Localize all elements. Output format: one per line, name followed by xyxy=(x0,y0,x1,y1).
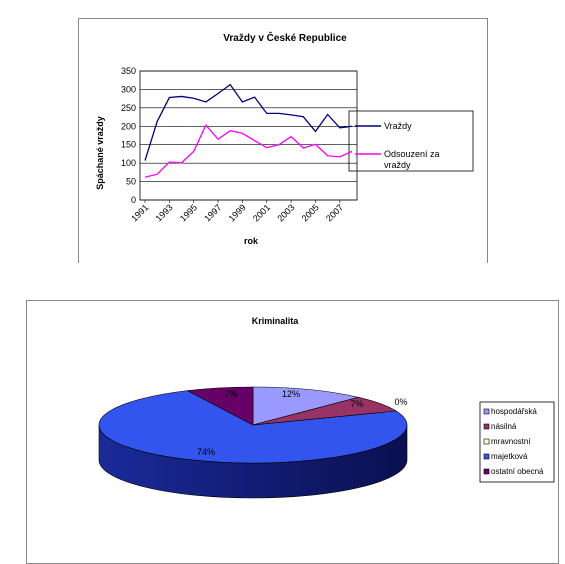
legend-box xyxy=(479,401,555,483)
x-tick-label: 2001 xyxy=(251,202,272,223)
x-tick-label: 2003 xyxy=(275,202,296,223)
x-tick-label: 2005 xyxy=(300,202,321,223)
legend-entry: hospodářská xyxy=(491,407,537,416)
line-chart-panel: Vraždy v České Republice Spáchané vraždy… xyxy=(78,18,488,263)
y-tick-label: 250 xyxy=(121,103,136,113)
chart-title: Vraždy v České Republice xyxy=(223,31,347,44)
line-chart: Vraždy v České Republice Spáchané vraždy… xyxy=(95,31,474,246)
pie-slice-1 xyxy=(252,386,359,426)
x-tick-label: 1999 xyxy=(227,202,248,223)
x-tick-label: 1991 xyxy=(129,202,150,223)
y-tick-label: 300 xyxy=(121,84,136,94)
y-tick-label: 350 xyxy=(121,66,136,76)
legend-box xyxy=(348,110,474,172)
pie-data-label: 7% xyxy=(350,399,363,409)
x-tick-label: 2007 xyxy=(324,202,345,223)
legend-swatch xyxy=(483,453,490,460)
legend-swatch xyxy=(483,423,490,430)
legend-entry: Vraždy xyxy=(384,121,412,131)
y-tick-label: 0 xyxy=(131,195,136,205)
y-tick-label: 100 xyxy=(121,158,136,168)
pie-data-label: 7% xyxy=(224,389,237,399)
pie-slice-5 xyxy=(186,386,254,426)
pie-data-label: 0% xyxy=(394,397,407,407)
legend-swatch xyxy=(483,468,490,475)
pie-slice-4 xyxy=(98,390,408,464)
series-line-1 xyxy=(144,83,353,161)
legend-entry: mravnostní xyxy=(491,437,531,446)
chart-title: Kriminalita xyxy=(252,316,300,326)
series-line-2 xyxy=(144,123,353,178)
plot-area xyxy=(139,70,358,201)
y-tick-label: 200 xyxy=(121,121,136,131)
legend-entry: ostatní obecná xyxy=(491,467,544,476)
y-axis-label: Spáchané vraždy xyxy=(95,116,105,190)
x-tick-label: 1995 xyxy=(178,202,199,223)
legend-entry: majetková xyxy=(491,452,528,461)
legend-swatch xyxy=(483,408,490,415)
legend-entry: Odsouzení za vraždy xyxy=(384,149,440,170)
pie-chart-panel: Kriminalita 12% 7% 0% 74% 7% hospodářská násil… xyxy=(26,300,559,564)
pie-data-label: 74% xyxy=(197,447,215,457)
x-tick-label: 1993 xyxy=(154,202,175,223)
pie-data-label: 12% xyxy=(282,389,300,399)
y-tick-label: 150 xyxy=(121,140,136,150)
pie-chart: Kriminalita 12% 7% 0% 74% 7% hospodářská násil… xyxy=(98,316,555,499)
legend-entry: násilná xyxy=(491,422,517,431)
legend-swatch xyxy=(483,438,490,445)
x-axis-label: rok xyxy=(244,236,259,246)
x-tick-label: 1997 xyxy=(202,202,223,223)
y-tick-label: 50 xyxy=(126,177,136,187)
